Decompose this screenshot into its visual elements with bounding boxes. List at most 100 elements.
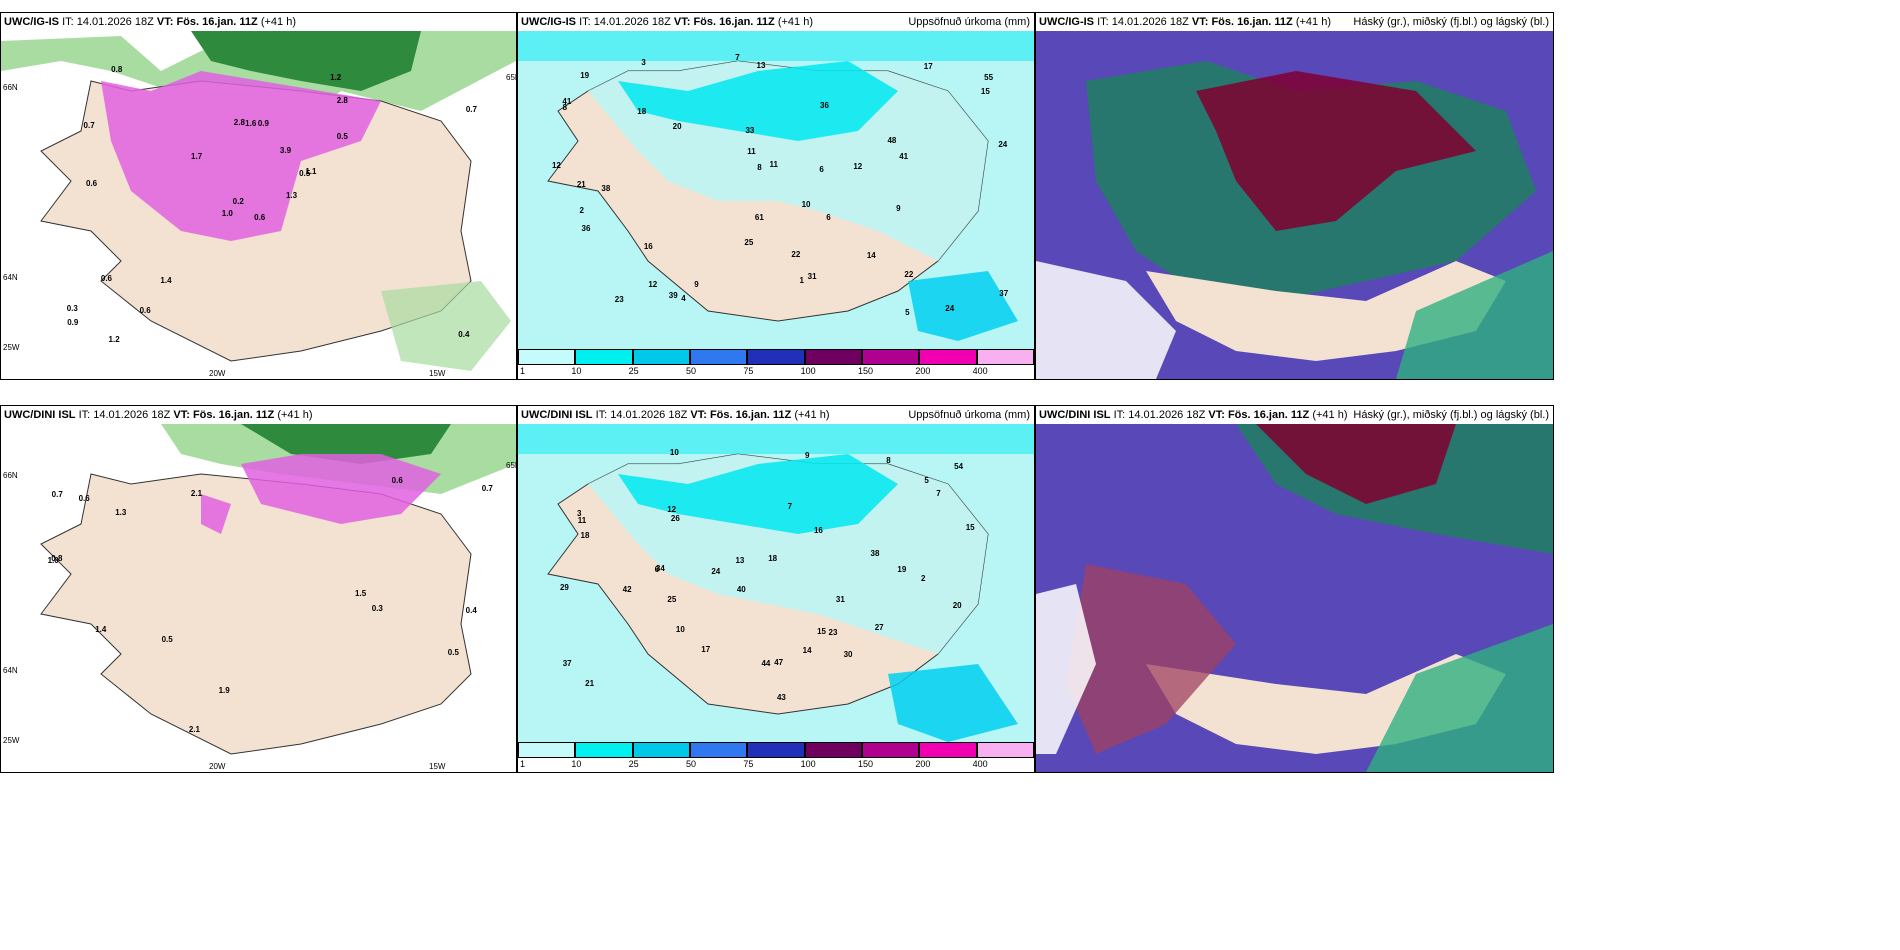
- map-value-label: 6: [819, 165, 824, 174]
- map-value-label: 1.4: [95, 625, 107, 635]
- map-value-label: 21: [576, 180, 586, 190]
- map-value-label: 38: [601, 183, 611, 193]
- map-value-label: 9: [694, 279, 699, 289]
- lon-label: 15W: [429, 369, 446, 378]
- colorbar-tick: 100: [800, 759, 816, 769]
- map-value-label: 37: [999, 289, 1009, 299]
- accumulated-precip-map: [518, 31, 1034, 349]
- panel-title: UWC/IG-IS IT: 14.01.2026 18Z VT: Fös. 16…: [4, 16, 297, 28]
- map-value-label: 31: [807, 271, 817, 281]
- map-value-label: 1.6: [245, 118, 257, 128]
- map-value-label: 9: [896, 204, 901, 214]
- colorbar: 1 10 25 50 75 100 150 200 400: [518, 742, 1034, 772]
- map-value-label: 6: [654, 564, 660, 574]
- precip-type-map: [1, 31, 516, 379]
- map-value-label: 33: [745, 126, 755, 136]
- map-value-label: 39: [668, 291, 678, 301]
- map-value-label: 0.7: [481, 483, 493, 493]
- map-value-label: 29: [559, 582, 569, 592]
- colorbar-tick: 100: [800, 366, 816, 376]
- map-value-label: 17: [701, 645, 711, 655]
- colorbar-cell: [747, 742, 805, 758]
- colorbar-tick: 1: [520, 366, 526, 376]
- map-value-label: 7: [936, 489, 941, 499]
- map-value-label: 10: [669, 448, 679, 458]
- lon-label: 20W: [209, 762, 226, 771]
- map-value-label: 7: [735, 53, 740, 63]
- panel-precip-igis: UWC/IG-IS IT: 14.01.2026 18Z VT: Fös. 16…: [517, 12, 1035, 380]
- map-value-label: 12: [853, 161, 863, 171]
- map-value-label: 13: [735, 556, 745, 566]
- map-value-label: 9: [805, 451, 810, 461]
- panel-clouds-dini: UWC/DINI ISL IT: 14.01.2026 18Z VT: Fös.…: [1035, 405, 1554, 773]
- map-value-label: 30: [843, 649, 853, 659]
- map-value-label: 23: [614, 295, 624, 305]
- map-value-label: 25: [667, 594, 677, 604]
- map-value-label: 2: [579, 206, 584, 216]
- map-value-label: 15: [980, 87, 990, 97]
- map-value-label: 27: [874, 623, 884, 633]
- map-value-label: 5: [905, 308, 910, 318]
- colorbar-tick: 1: [520, 759, 526, 769]
- colorbar-tick: 200: [915, 366, 931, 376]
- map-value-label: 14: [866, 250, 876, 260]
- lon-label: 25W: [3, 343, 20, 352]
- map-value-label: 1.1: [305, 166, 317, 176]
- map-value-label: 11: [577, 516, 587, 526]
- map-value-label: 5: [924, 476, 929, 486]
- map-value-label: 14: [802, 646, 812, 656]
- colorbar-tick: 400: [972, 759, 988, 769]
- map-value-label: 23: [828, 628, 838, 638]
- colorbar-cell: [919, 742, 977, 758]
- map-value-label: 1: [799, 276, 804, 286]
- map-value-label: 15: [965, 523, 975, 533]
- map-value-label: 2: [921, 574, 926, 584]
- map-value-label: 26: [670, 513, 680, 523]
- map-value-label: 0.3: [66, 304, 78, 314]
- colorbar-tick: 150: [858, 759, 874, 769]
- map-value-label: 20: [952, 601, 962, 611]
- colorbar-tick: 50: [686, 759, 697, 769]
- map-value-label: 10: [675, 625, 685, 635]
- map-value-label: 0.6: [100, 273, 112, 283]
- map-value-label: 31: [835, 594, 845, 604]
- map-value-label: 0.7: [465, 105, 477, 115]
- map-value-label: 3: [576, 509, 582, 519]
- map-value-label: 38: [870, 549, 880, 559]
- map-value-label: 17: [923, 62, 933, 72]
- map-value-label: 36: [820, 101, 829, 111]
- colorbar-cell: [976, 742, 1034, 758]
- panel-right-title: Uppsöfnuð úrkoma (mm): [908, 409, 1030, 421]
- map-value-label: 25: [744, 238, 754, 248]
- map-value-label: 2.1: [188, 724, 200, 734]
- colorbar-cell: [632, 742, 690, 758]
- lon-label: 25W: [3, 736, 20, 745]
- map-value-label: 21: [585, 679, 595, 689]
- map-value-label: 1.2: [330, 73, 342, 83]
- value-labels: 0.6 0.7 0.2 0.3 0.5 1.4 1.2 0.9 2.8 1.3 0.8 0.4 0.6 0…: [1, 31, 516, 379]
- map-value-label: 15: [817, 627, 826, 637]
- map-value-label: 1.9: [218, 686, 230, 696]
- panel-right-title: Háský (gr.), miðský (fj.bl.) og lágský (…: [1353, 16, 1549, 28]
- map-value-label: 19: [580, 71, 590, 81]
- map-value-label: 11: [747, 146, 756, 156]
- map-value-label: 2.8: [233, 117, 245, 127]
- colorbar-tick: 25: [628, 366, 639, 376]
- map-value-label: 12: [648, 279, 658, 289]
- map-value-label: 18: [580, 531, 590, 541]
- lat-label: 66N: [3, 83, 18, 92]
- colorbar-tick: 150: [858, 366, 874, 376]
- map-value-label: 0.8: [51, 554, 63, 564]
- map-value-label: 0.6: [254, 212, 266, 222]
- colorbar-cell: [976, 349, 1034, 365]
- colorbar-cell: [804, 742, 862, 758]
- colorbar-cell: [690, 742, 748, 758]
- map-value-label: 44: [761, 659, 771, 669]
- colorbar-tick: 400: [972, 366, 988, 376]
- map-value-label: 4: [681, 294, 686, 304]
- colorbar-tick: 10: [571, 366, 582, 376]
- colorbar-cell: [919, 349, 977, 365]
- map-value-label: 1.3: [285, 191, 298, 201]
- map-value-label: 8: [562, 102, 568, 112]
- map-value-label: 48: [887, 135, 897, 145]
